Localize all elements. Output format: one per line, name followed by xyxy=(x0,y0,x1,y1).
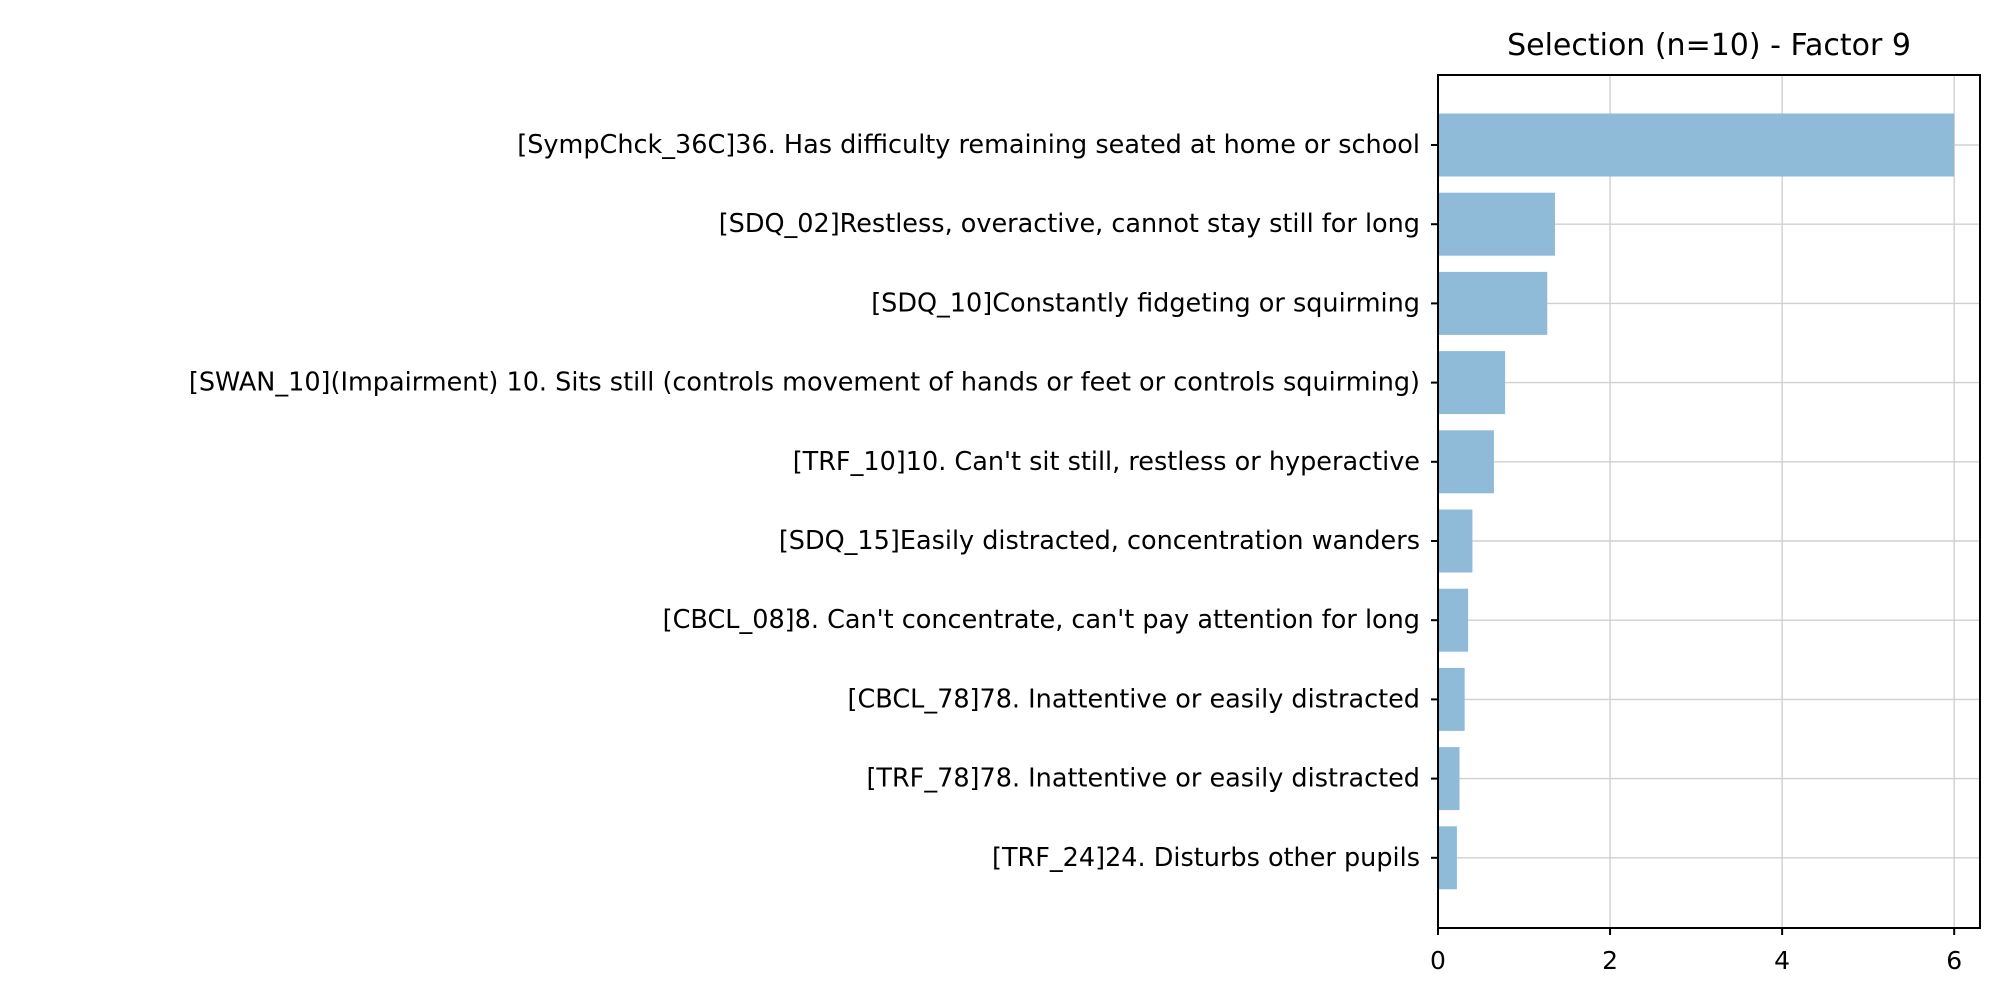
category-label-2: [SDQ_10]Constantly fidgeting or squirmin… xyxy=(871,288,1420,318)
bars xyxy=(1438,113,1955,890)
category-label-4: [TRF_10]10. Can't sit still, restless or… xyxy=(793,447,1420,477)
bar-0 xyxy=(1438,113,1955,177)
chart-title: Selection (n=10) - Factor 9 xyxy=(1507,28,1911,63)
bar-9 xyxy=(1438,826,1457,890)
bar-7 xyxy=(1438,667,1465,731)
category-labels: [SympChck_36C]36. Has difficulty remaini… xyxy=(189,130,1420,873)
category-label-3: [SWAN_10](Impairment) 10. Sits still (co… xyxy=(189,368,1420,398)
bar-3 xyxy=(1438,351,1506,415)
x-tick-label-2: 4 xyxy=(1774,946,1790,975)
category-label-7: [CBCL_78]78. Inattentive or easily distr… xyxy=(848,684,1420,714)
x-tick-label-1: 2 xyxy=(1602,946,1618,975)
bar-4 xyxy=(1438,430,1494,494)
bar-6 xyxy=(1438,588,1469,652)
plot-frame xyxy=(1437,74,1981,929)
x-tick-label-3: 6 xyxy=(1946,946,1962,975)
bar-8 xyxy=(1438,747,1460,811)
bar-1 xyxy=(1438,192,1556,256)
bar-5 xyxy=(1438,509,1473,573)
category-label-8: [TRF_78]78. Inattentive or easily distra… xyxy=(866,764,1420,794)
x-tick-label-0: 0 xyxy=(1430,946,1446,975)
category-label-1: [SDQ_02]Restless, overactive, cannot sta… xyxy=(719,209,1420,239)
category-label-9: [TRF_24]24. Disturbs other pupils xyxy=(992,843,1420,873)
category-label-0: [SympChck_36C]36. Has difficulty remaini… xyxy=(517,130,1420,160)
category-label-5: [SDQ_15]Easily distracted, concentration… xyxy=(779,526,1420,556)
category-label-6: [CBCL_08]8. Can't concentrate, can't pay… xyxy=(663,605,1420,635)
bar-2 xyxy=(1438,271,1548,335)
x-axis-ticks: 0 2 4 6 xyxy=(1430,144,1962,975)
